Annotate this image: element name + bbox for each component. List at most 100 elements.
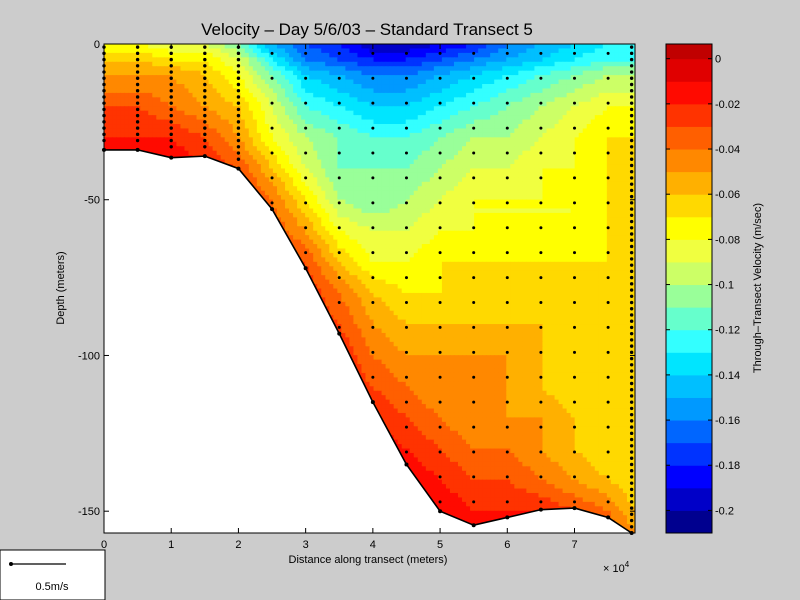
contour-cell (305, 61, 310, 67)
contour-cell (466, 101, 471, 107)
contour-cell (212, 141, 218, 147)
contour-cell (361, 52, 367, 58)
contour-cell (293, 177, 298, 183)
contour-cell (626, 181, 632, 187)
contour-cell (506, 177, 511, 183)
contour-cell (582, 66, 588, 72)
contour-cell (240, 84, 246, 90)
contour-cell (381, 84, 387, 90)
contour-cell (421, 172, 427, 178)
contour-cell (546, 155, 552, 161)
contour-cell (550, 168, 556, 174)
contour-cell (313, 66, 318, 72)
contour-cell (281, 141, 286, 147)
contour-cell (466, 124, 471, 130)
contour-cell (494, 159, 499, 165)
contour-cell (425, 164, 431, 170)
contour-cell (506, 52, 511, 58)
contour-cell (361, 172, 367, 178)
contour-cell (453, 101, 459, 107)
contour-cell (104, 75, 109, 81)
contour-cell (433, 155, 439, 161)
contour-cell (232, 101, 238, 107)
contour-cell (490, 61, 495, 67)
contour-cell (309, 66, 314, 72)
contour-cell (429, 155, 435, 161)
contour-cell (586, 66, 592, 72)
contour-cell (256, 92, 262, 98)
contour-cell (586, 75, 592, 81)
contour-cell (610, 66, 616, 72)
contour-cell (337, 52, 342, 58)
contour-cell (228, 52, 234, 58)
contour-cell (385, 57, 391, 63)
contour-cell (530, 168, 536, 174)
contour-cell (445, 61, 451, 67)
contour-cell (582, 186, 588, 192)
contour-cell (381, 141, 387, 147)
contour-cell (289, 61, 294, 67)
contour-cell (212, 124, 218, 130)
contour-cell (188, 57, 194, 63)
contour-cell (184, 88, 190, 94)
contour-cell (285, 119, 290, 125)
contour-cell (445, 84, 451, 90)
contour-cell (453, 88, 459, 94)
contour-cell (264, 110, 270, 116)
contour-cell (337, 70, 342, 76)
contour-cell (590, 177, 596, 183)
contour-cell (268, 128, 274, 134)
contour-cell (309, 132, 314, 138)
contour-cell (502, 79, 507, 85)
contour-cell (458, 52, 463, 58)
contour-cell (429, 79, 435, 85)
contour-cell (405, 101, 411, 107)
contour-cell (542, 172, 548, 178)
contour-cell (128, 124, 133, 130)
contour-cell (554, 101, 560, 107)
contour-cell (104, 57, 109, 63)
contour-cell (188, 92, 194, 98)
contour-cell (260, 48, 266, 54)
contour-cell (236, 110, 242, 116)
contour-cell (429, 159, 435, 165)
contour-cell (486, 208, 491, 214)
contour-cell (449, 84, 455, 90)
contour-cell (626, 66, 632, 72)
contour-cell (256, 97, 262, 103)
contour-cell (614, 164, 620, 170)
contour-cell (301, 137, 306, 143)
contour-cell (498, 101, 503, 107)
contour-cell (297, 141, 302, 147)
contour-cell (498, 146, 503, 152)
contour-cell (490, 84, 495, 90)
contour-cell (116, 61, 121, 67)
contour-cell (626, 61, 632, 67)
contour-cell (618, 84, 624, 90)
contour-cell (357, 48, 363, 54)
contour-cell (341, 79, 346, 85)
contour-cell (220, 75, 226, 81)
contour-cell (220, 44, 226, 50)
contour-cell (180, 137, 186, 143)
contour-cell (425, 119, 431, 125)
contour-cell (272, 106, 278, 112)
contour-cell (365, 208, 371, 214)
contour-cell (510, 115, 515, 121)
contour-cell (260, 57, 266, 63)
contour-cell (538, 110, 544, 116)
contour-cell (176, 119, 182, 125)
contour-cell (313, 48, 318, 54)
contour-cell (168, 146, 173, 152)
contour-cell (361, 141, 367, 147)
contour-cell (353, 128, 359, 134)
contour-cell (156, 92, 161, 98)
contour-cell (377, 115, 383, 121)
contour-cell (441, 92, 447, 98)
contour-cell (200, 44, 206, 50)
contour-cell (425, 57, 431, 63)
contour-cell (309, 186, 314, 192)
contour-cell (590, 110, 596, 116)
contour-cell (381, 119, 387, 125)
contour-cell (462, 70, 467, 76)
